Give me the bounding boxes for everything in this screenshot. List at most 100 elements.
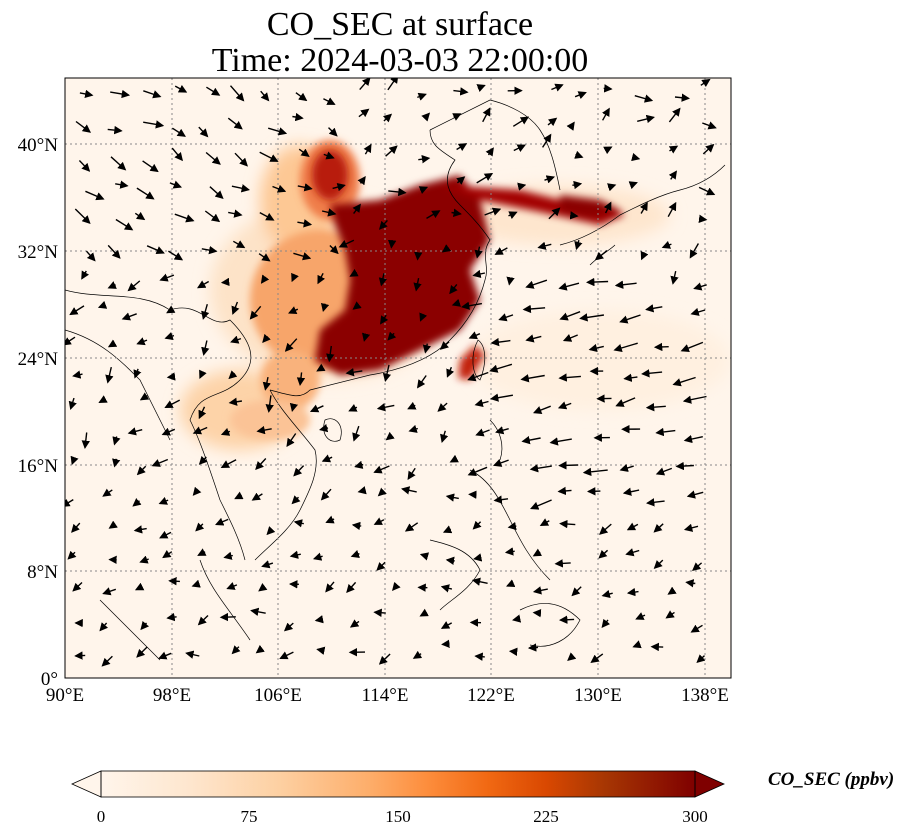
x-tick-label: 98°E xyxy=(153,685,191,706)
wind-arrow xyxy=(168,577,180,586)
wind-arrow xyxy=(387,331,397,341)
wind-arrow xyxy=(569,211,579,220)
wind-arrow xyxy=(437,402,448,412)
wind-arrow xyxy=(323,151,335,160)
wind-arrow xyxy=(81,432,90,449)
wind-arrow xyxy=(265,395,274,413)
wind-arrow xyxy=(613,342,638,353)
wind-arrow xyxy=(325,581,335,593)
wind-arrow xyxy=(234,491,244,500)
wind-arrow xyxy=(198,126,209,138)
wind-arrow xyxy=(373,608,386,617)
wind-arrow xyxy=(474,398,489,408)
wind-arrow xyxy=(574,91,587,100)
colorbar: 0 75 150 225 300 xyxy=(71,770,725,826)
wind-arrow xyxy=(655,467,673,476)
wind-arrow xyxy=(159,530,172,539)
wind-arrow xyxy=(520,374,545,383)
wind-arrow xyxy=(558,461,579,470)
wind-arrow xyxy=(134,211,146,221)
wind-arrow xyxy=(532,548,543,557)
wind-arrow xyxy=(298,148,310,158)
wind-arrow xyxy=(292,112,304,122)
wind-arrow xyxy=(102,587,117,596)
wind-arrow xyxy=(408,424,419,433)
wind-arrow xyxy=(357,486,367,495)
wind-arrow xyxy=(110,89,131,99)
x-tick-label: 138°E xyxy=(681,685,729,706)
wind-arrow xyxy=(174,84,188,93)
wind-arrow xyxy=(449,283,458,295)
wind-arrow xyxy=(690,307,706,316)
wind-arrow xyxy=(506,579,516,588)
wind-arrow xyxy=(121,312,137,321)
wind-arrow xyxy=(74,208,91,224)
wind-arrow xyxy=(146,245,165,254)
wind-arrow xyxy=(351,521,362,531)
wind-arrow xyxy=(291,272,299,283)
wind-arrow xyxy=(490,337,511,347)
wind-arrow xyxy=(559,519,576,529)
wind-arrow xyxy=(702,143,715,155)
wind-arrow xyxy=(451,298,462,307)
wind-arrow xyxy=(192,426,208,435)
wind-arrow xyxy=(588,343,604,353)
wind-arrow xyxy=(599,523,612,535)
wind-arrow xyxy=(107,281,117,289)
wind-arrow xyxy=(158,651,172,660)
wind-arrow xyxy=(317,272,326,285)
coastlines xyxy=(65,99,726,661)
wind-arrow xyxy=(289,550,301,559)
wind-arrow xyxy=(557,486,572,496)
wind-arrow xyxy=(68,397,77,411)
wind-arrow xyxy=(291,495,301,505)
wind-arrow xyxy=(295,92,308,102)
wind-arrow xyxy=(345,368,363,377)
wind-arrow xyxy=(357,175,366,186)
wind-arrow xyxy=(321,208,337,217)
wind-arrow xyxy=(702,121,717,130)
wind-arrow xyxy=(168,250,184,261)
wind-arrow xyxy=(75,120,92,133)
wind-arrow xyxy=(220,277,230,287)
wind-arrow xyxy=(416,375,427,389)
wind-arrow xyxy=(284,338,298,352)
wind-arrow xyxy=(601,589,613,599)
wind-arrow xyxy=(231,184,250,193)
wind-arrow xyxy=(628,181,638,190)
wind-arrow xyxy=(490,393,514,402)
wind-arrow xyxy=(289,402,299,412)
wind-arrow xyxy=(401,486,417,495)
wind-arrow xyxy=(661,240,672,249)
wind-arrow xyxy=(471,577,488,586)
wind-arrow xyxy=(668,145,679,154)
wind-arrow xyxy=(686,490,704,499)
wind-arrow xyxy=(166,612,177,622)
wind-arrow xyxy=(166,305,176,314)
wind-arrow xyxy=(645,402,666,412)
wind-arrow xyxy=(517,182,527,191)
wind-arrow xyxy=(373,465,390,474)
wind-arrow xyxy=(639,201,648,214)
wind-arrow xyxy=(670,270,679,285)
wind-arrow xyxy=(349,268,359,277)
wind-arrow xyxy=(619,463,634,472)
wind-arrow xyxy=(440,430,449,443)
wind-arrow xyxy=(377,487,387,497)
wind-arrow xyxy=(197,548,207,556)
x-tick-label: 130°E xyxy=(574,685,622,706)
x-tick-label: 114°E xyxy=(362,685,409,706)
wind-arrow xyxy=(354,460,364,469)
wind-arrow xyxy=(607,183,617,192)
y-tick-label: 40°N xyxy=(18,135,59,156)
wind-arrow xyxy=(698,186,716,196)
wind-arrow xyxy=(508,211,518,220)
wind-arrow xyxy=(196,280,210,289)
wind-arrow xyxy=(205,151,221,165)
wind-arrow xyxy=(537,241,552,250)
wind-arrow xyxy=(557,401,572,410)
wind-arrow xyxy=(626,587,639,597)
wind-arrow xyxy=(456,176,466,185)
colorbar-tick-label: 150 xyxy=(385,807,411,826)
wind-arrow xyxy=(619,314,641,324)
